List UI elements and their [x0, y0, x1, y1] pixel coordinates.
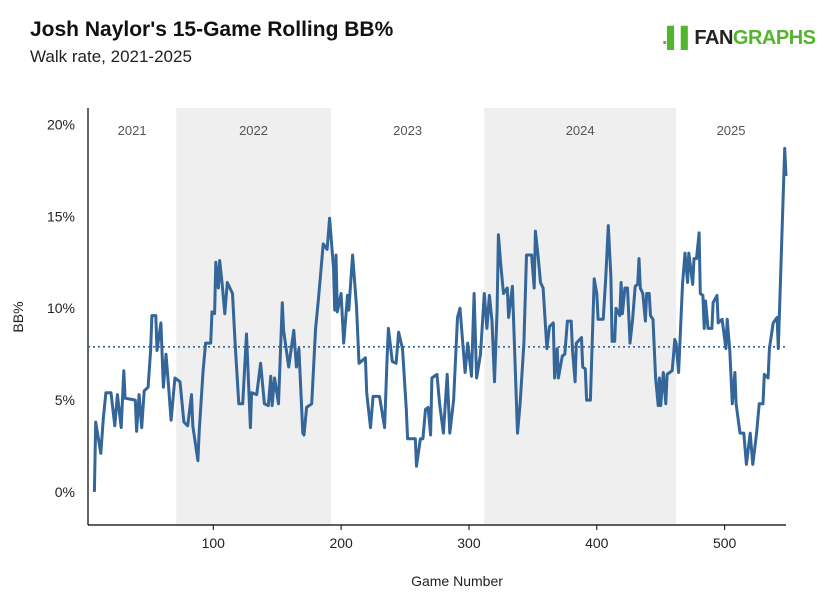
season-label-2021: 2021	[118, 123, 147, 138]
batter-logo-icon: .▌▌	[662, 27, 695, 49]
fangraphs-logo: .▌▌FANGRAPHS	[662, 27, 816, 49]
y-tick-label-10: 10%	[47, 300, 75, 316]
x-tick-label-400: 400	[585, 535, 609, 551]
x-axis-label: Game Number	[411, 573, 503, 589]
x-tick-label-300: 300	[457, 535, 481, 551]
x-tick-label-200: 200	[329, 535, 353, 551]
y-tick-label-15: 15%	[47, 208, 75, 224]
bb-rate-line	[92, 146, 788, 492]
season-label-2023: 2023	[393, 123, 422, 138]
y-tick-label-5: 5%	[55, 392, 75, 408]
chart-subtitle: Walk rate, 2021-2025	[30, 47, 192, 66]
y-tick-label-0: 0%	[55, 484, 75, 500]
season-label-2025: 2025	[717, 123, 746, 138]
chart-title: Josh Naylor's 15-Game Rolling BB%	[30, 18, 394, 41]
x-tick-label-100: 100	[202, 535, 226, 551]
season-label-2022: 2022	[239, 123, 268, 138]
x-tick-label-500: 500	[713, 535, 737, 551]
y-tick-label-20: 20%	[47, 117, 75, 133]
y-axis-label: BB%	[10, 301, 26, 332]
season-label-2024: 2024	[566, 123, 595, 138]
season-shade-2022	[176, 108, 331, 525]
